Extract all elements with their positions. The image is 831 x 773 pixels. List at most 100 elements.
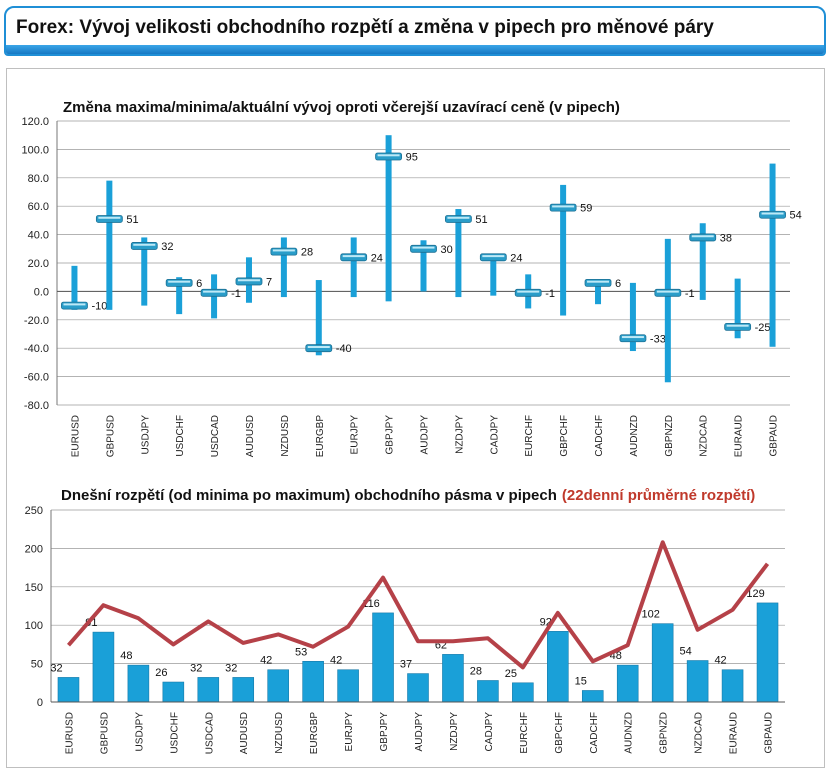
chart1-value-label: 6 xyxy=(196,278,202,290)
chart1-current-marker xyxy=(724,322,752,331)
chart2-bar-label: 48 xyxy=(120,650,132,662)
chart1-current-marker xyxy=(584,278,612,287)
chart1-current-marker-highlight xyxy=(63,303,86,306)
chart2-x-tick-label: EURAUD xyxy=(729,712,740,754)
chart2-bar xyxy=(162,681,185,703)
chart1-range-bar xyxy=(490,254,497,296)
chart1-current-marker-highlight xyxy=(447,216,470,219)
chart1-current-marker-highlight xyxy=(482,255,505,258)
chart2-x-tick-label: GBPAUD xyxy=(764,712,775,754)
chart2-bar xyxy=(721,669,744,703)
chart2-bar-label: 53 xyxy=(295,646,307,658)
chart1-y-tick-label: -60.0 xyxy=(24,372,49,384)
chart1-range-bar xyxy=(280,237,287,298)
chart1-current-marker-highlight xyxy=(656,290,679,293)
chart1-current-marker xyxy=(200,288,228,297)
chart2-y-tick-label: 0 xyxy=(37,697,43,709)
chart2-bar-label: 37 xyxy=(400,659,412,671)
chart2-y-tick-label: 50 xyxy=(31,659,43,671)
chart1-current-marker xyxy=(375,152,402,161)
chart1-range-bar xyxy=(734,278,741,339)
chart2-x-tick-label: AUDJPY xyxy=(414,712,425,752)
chart2-x-tick-label: CADJPY xyxy=(484,712,495,752)
chart2-y-tick-label: 250 xyxy=(25,505,43,517)
header: Forex: Vývoj velikosti obchodního rozpět… xyxy=(4,6,826,56)
chart2-title-highlight: (22denní průměrné rozpětí) xyxy=(562,487,755,504)
chart2-x-tick-label: USDCAD xyxy=(204,712,215,754)
chart1-x-tick-label: EURAUD xyxy=(734,415,745,457)
chart1-range-bar xyxy=(595,280,602,305)
chart1-current-marker-highlight xyxy=(761,212,784,215)
chart1-range-bar xyxy=(664,238,671,383)
chart2-bar xyxy=(302,660,324,703)
chart2-bar xyxy=(232,677,255,703)
chart1-current-marker-highlight xyxy=(517,290,540,293)
chart1-y-tick-label: 40.0 xyxy=(28,230,49,242)
chart1-x-tick-label: GBPJPY xyxy=(385,415,396,455)
chart1-current-marker-highlight xyxy=(307,346,330,348)
chart1-value-label: 59 xyxy=(580,203,592,215)
chart1-x-tick-label: CADJPY xyxy=(489,415,500,455)
chart1-x-tick-label: EURGBP xyxy=(315,415,326,458)
chart1-current-marker-highlight xyxy=(237,279,260,282)
chart2-bar xyxy=(127,664,150,703)
chart2-bar xyxy=(616,664,639,703)
chart1-value-label: -33 xyxy=(650,333,666,345)
chart1-current-marker-highlight xyxy=(133,243,156,246)
chart1-current-marker xyxy=(654,288,682,297)
chart1-current-marker xyxy=(95,215,123,223)
chart1-y-tick-label: -20.0 xyxy=(24,315,49,327)
chart2-y-tick-label: 150 xyxy=(25,582,43,594)
chart1-current-marker xyxy=(130,242,158,250)
chart1-current-marker xyxy=(619,334,647,343)
chart2-x-tick-label: NZDCAD xyxy=(694,712,705,754)
chart2-bar xyxy=(197,677,220,703)
chart2-bar-label: 32 xyxy=(190,662,202,674)
chart1-current-marker xyxy=(165,278,193,287)
chart1-value-label: -1 xyxy=(231,288,241,300)
chart1-value-label: 54 xyxy=(790,210,802,222)
chart1-current-marker xyxy=(270,247,298,256)
chart1-x-tick-label: AUDNZD xyxy=(629,415,640,457)
chart2-x-tick-label: GBPCHF xyxy=(554,712,565,754)
chart1-value-label: 6 xyxy=(615,278,621,290)
chart2-bar-label: 42 xyxy=(714,655,726,667)
chart1-x-tick-label: NZDCAD xyxy=(699,415,710,457)
chart2-bar-label: 42 xyxy=(330,655,342,667)
chart1-x-tick-label: AUDUSD xyxy=(245,415,256,457)
chart1-x-tick-label: USDCAD xyxy=(210,415,221,457)
chart2-bar xyxy=(686,660,709,703)
chart2-bar-label: 26 xyxy=(155,667,167,679)
chart1-range-bar xyxy=(106,180,113,310)
chart1-range-bar xyxy=(385,135,392,302)
chart1-value-label: 30 xyxy=(441,244,453,256)
chart1-current-marker-highlight xyxy=(203,290,226,293)
chart1-value-label: 28 xyxy=(301,247,313,259)
chart1-x-tick-label: EURJPY xyxy=(350,415,361,455)
chart1-value-label: 24 xyxy=(371,252,383,264)
chart2-bar xyxy=(477,680,499,703)
chart1-current-marker xyxy=(514,288,542,297)
chart2-bar-label: 25 xyxy=(505,668,517,680)
chart2-bar-label: 42 xyxy=(260,655,272,667)
chart2-x-tick-label: EURJPY xyxy=(344,712,355,752)
chart2-x-tick-label: GBPNZD xyxy=(659,712,670,754)
chart1-current-marker-highlight xyxy=(726,324,749,327)
chart1-y-tick-label: 0.0 xyxy=(34,286,49,298)
chart1-x-tick-label: NZDUSD xyxy=(280,415,291,457)
chart2-x-tick-label: USDCHF xyxy=(169,712,180,754)
chart1-x-tick-label: USDJPY xyxy=(140,415,151,455)
chart1-current-marker-highlight xyxy=(587,280,610,283)
chart1-x-tick-label: CADCHF xyxy=(594,415,605,457)
chart1-x-tick-label: NZDJPY xyxy=(454,415,465,454)
page-title: Forex: Vývoj velikosti obchodního rozpět… xyxy=(16,17,714,38)
chart1-y-tick-label: 120.0 xyxy=(21,116,49,128)
chart2-x-tick-label: USDJPY xyxy=(134,712,145,752)
chart1-current-marker-highlight xyxy=(552,205,575,208)
chart2-bar xyxy=(337,669,359,703)
chart1-current-marker-highlight xyxy=(412,246,435,249)
chart2-bar xyxy=(57,677,80,703)
chart1-range-bar xyxy=(141,237,148,306)
chart1-current-marker xyxy=(235,277,263,286)
